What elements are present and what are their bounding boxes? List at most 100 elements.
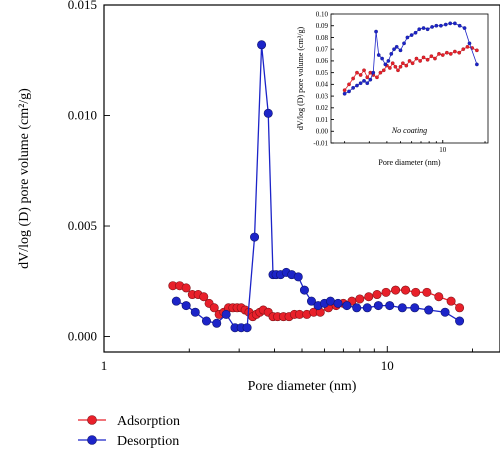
- legend: Adsorption Desorption: [78, 414, 180, 449]
- data-point-adsorption: [422, 287, 432, 297]
- inset-data-point-adsorption: [437, 52, 441, 56]
- inset-data-point-desorption: [402, 41, 406, 46]
- data-point-desorption: [250, 232, 260, 242]
- inset-data-point-desorption: [376, 53, 381, 57]
- inset-data-point-adsorption: [433, 56, 437, 61]
- x-axis-title: Pore diameter (nm): [248, 379, 357, 394]
- inset-data-point-adsorption: [410, 61, 415, 66]
- inset-data-point-desorption: [358, 81, 363, 86]
- y-tick-label: 0.010: [68, 108, 97, 123]
- inset-y-tick-label: 0.07: [316, 45, 329, 53]
- inset-data-point-adsorption: [351, 76, 355, 81]
- data-point-adsorption: [199, 292, 209, 302]
- inset-data-point-adsorption: [461, 47, 466, 52]
- data-point-desorption: [333, 298, 343, 308]
- inset-data-point-desorption: [398, 48, 403, 53]
- inset-data-point-desorption: [453, 21, 457, 26]
- inset-data-point-adsorption: [448, 52, 453, 56]
- legend-marker: [87, 415, 97, 425]
- data-point-adsorption: [381, 287, 391, 297]
- inset-data-point-desorption: [439, 23, 443, 28]
- inset-y-tick-label: 0.00: [316, 128, 329, 136]
- inset-data-point-adsorption: [375, 75, 379, 80]
- inset-data-point-adsorption: [418, 59, 422, 63]
- inset-data-point-desorption: [365, 81, 370, 86]
- inset-y-tick-label: 0.04: [316, 81, 329, 89]
- inset-data-point-desorption: [448, 21, 453, 26]
- inset-data-point-adsorption: [365, 75, 370, 80]
- data-point-adsorption: [181, 283, 191, 293]
- inset-data-point-adsorption: [381, 68, 386, 73]
- data-point-adsorption: [372, 290, 382, 300]
- data-point-desorption: [299, 285, 309, 295]
- inset-data-point-desorption: [394, 44, 399, 49]
- inset-data-point-desorption: [405, 35, 410, 40]
- legend-marker: [87, 435, 97, 445]
- inset-y-tick-label: 0.08: [316, 34, 329, 42]
- inset-data-point-desorption: [457, 23, 462, 28]
- y-axis-title: dV/log (D) pore volume (cm²/g): [17, 88, 32, 269]
- inset-data-point-adsorption: [425, 57, 430, 62]
- inset-data-point-adsorption: [407, 59, 412, 63]
- legend-label: Adsorption: [117, 414, 180, 429]
- inset-series-desorption: [342, 21, 479, 96]
- inset-y-tick-label: 0.03: [316, 92, 329, 100]
- data-point-desorption: [325, 296, 335, 306]
- data-point-desorption: [385, 301, 395, 311]
- data-point-desorption: [410, 303, 420, 313]
- x-tick-label: 1: [101, 358, 108, 373]
- data-point-desorption: [306, 296, 316, 306]
- inset-x-axis-title: Pore diameter (nm): [378, 158, 441, 167]
- inset-y-axis-title: dV/log (D) pore volume (cm³/g): [296, 27, 305, 131]
- inset-data-point-desorption: [383, 62, 388, 67]
- inset-y-tick-label: 0.09: [316, 22, 329, 30]
- data-point-desorption: [424, 305, 434, 315]
- data-point-desorption: [362, 303, 372, 313]
- inset-data-point-desorption: [374, 29, 378, 34]
- data-point-desorption: [171, 296, 181, 306]
- inset-y-tick-label: 0.06: [316, 57, 329, 65]
- inset-plot: 10 -0.01 0.00 0.01 0.02 0.03 0.04 0.05 0.06 0.07 0…: [296, 10, 489, 167]
- data-point-adsorption: [411, 287, 421, 297]
- inset-data-point-adsorption: [445, 50, 449, 55]
- inset-data-point-desorption: [409, 33, 414, 37]
- inset-data-point-adsorption: [401, 61, 405, 66]
- legend-item-adsorption: Adsorption: [78, 414, 180, 429]
- inset-data-point-adsorption: [421, 55, 426, 60]
- y-tick-label: 0.015: [68, 0, 97, 12]
- data-point-adsorption: [434, 292, 444, 302]
- data-point-adsorption: [355, 294, 365, 304]
- legend-label: Desorption: [117, 434, 179, 449]
- inset-data-point-adsorption: [342, 88, 347, 93]
- inset-annotation: No coating: [391, 126, 427, 135]
- inset-data-point-adsorption: [362, 68, 366, 73]
- inset-data-point-desorption: [421, 26, 426, 30]
- inset-data-point-desorption: [386, 59, 391, 63]
- inset-data-point-desorption: [371, 70, 376, 75]
- inset-data-point-desorption: [475, 62, 479, 67]
- inset-data-point-adsorption: [393, 64, 398, 69]
- inset-data-point-adsorption: [475, 48, 479, 53]
- data-point-adsorption: [455, 303, 465, 313]
- inset-data-point-adsorption: [396, 68, 400, 73]
- inset-data-point-adsorption: [390, 61, 395, 66]
- x-tick-label: 10: [381, 358, 394, 373]
- data-point-adsorption: [391, 285, 401, 295]
- data-point-adsorption: [401, 285, 411, 295]
- data-point-desorption: [201, 316, 211, 326]
- inset-data-point-adsorption: [457, 50, 462, 55]
- inset-data-point-desorption: [351, 86, 355, 90]
- inset-x-tick-label: 10: [439, 146, 447, 154]
- data-point-desorption: [242, 323, 252, 333]
- inset-data-point-desorption: [467, 41, 472, 46]
- inset-data-point-adsorption: [429, 54, 434, 59]
- inset-data-point-adsorption: [347, 82, 351, 87]
- legend-item-desorption: Desorption: [78, 434, 179, 449]
- inset-data-point-adsorption: [453, 49, 457, 54]
- data-point-desorption: [263, 108, 273, 118]
- series-desorption: [171, 40, 465, 333]
- inset-data-point-desorption: [430, 25, 434, 29]
- inset-y-tick-label: -0.01: [313, 139, 328, 147]
- inset-data-point-desorption: [392, 47, 396, 52]
